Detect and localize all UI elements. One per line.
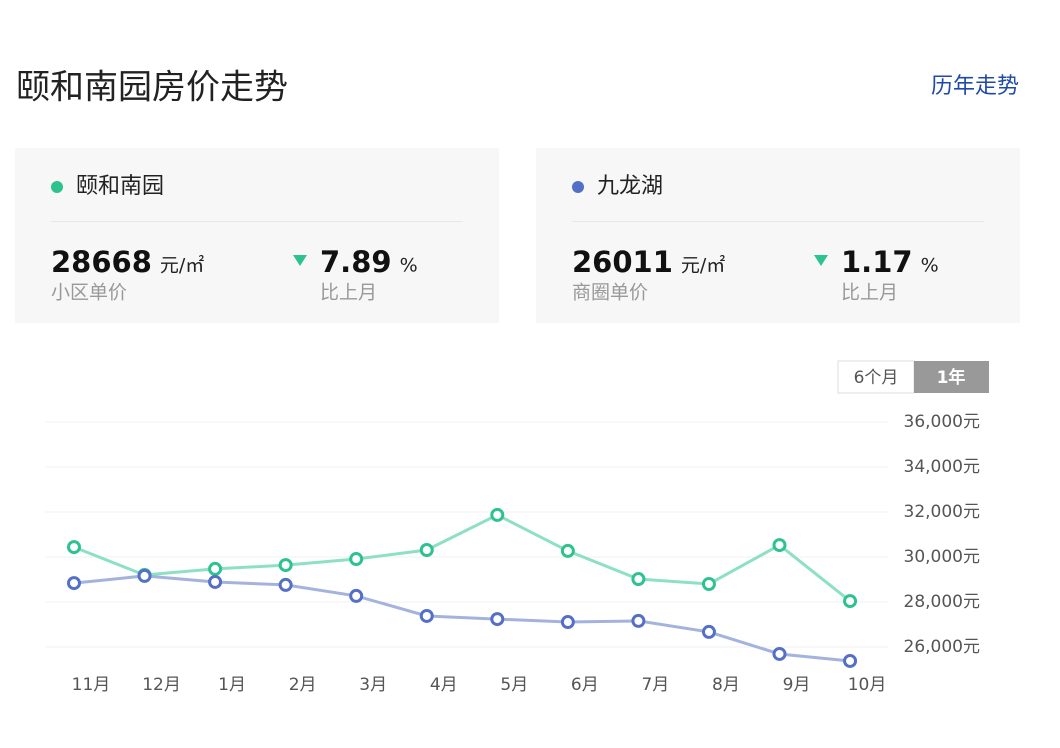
page-title: 颐和南园房价走势 — [16, 68, 288, 108]
price: 28668 — [51, 245, 152, 279]
toggle-label[interactable]: 1年 — [937, 367, 966, 388]
price-label: 商圈单价 — [572, 282, 648, 304]
point — [419, 543, 434, 558]
point — [278, 577, 293, 592]
point — [631, 572, 646, 587]
y-tick-label: 26,000元 — [904, 637, 980, 657]
x-tick-label: 1月 — [218, 675, 246, 695]
card — [15, 148, 499, 323]
legend-dot — [572, 181, 584, 193]
history-link[interactable]: 历年走势 — [931, 74, 1019, 99]
x-tick-label: 7月 — [641, 675, 669, 695]
point — [349, 552, 364, 567]
point — [560, 543, 575, 558]
change-unit: % — [921, 255, 939, 277]
series-line — [73, 513, 851, 603]
down-arrow — [293, 255, 307, 266]
point — [349, 588, 364, 603]
y-tick-label: 30,000元 — [904, 547, 980, 567]
point — [701, 577, 716, 591]
x-tick-label: 11月 — [72, 675, 111, 695]
y-tick-label: 34,000元 — [904, 457, 980, 477]
card-name: 颐和南园 — [76, 174, 164, 199]
series-line — [73, 574, 851, 663]
point — [631, 613, 646, 628]
card — [536, 148, 1020, 323]
toggle-label[interactable]: 6个月 — [854, 368, 899, 388]
y-tick-label: 36,000元 — [904, 412, 980, 432]
point — [772, 646, 787, 661]
price: 26011 — [572, 245, 673, 279]
change-label: 比上月 — [841, 282, 898, 304]
x-tick-label: 4月 — [430, 675, 458, 695]
y-tick-label: 28,000元 — [904, 592, 980, 612]
x-tick-label: 9月 — [783, 675, 811, 695]
point — [772, 538, 787, 553]
point — [137, 568, 152, 583]
point — [490, 612, 505, 627]
x-tick-label: 6月 — [571, 675, 599, 695]
change-label: 比上月 — [320, 282, 377, 304]
down-arrow — [814, 255, 828, 266]
legend-dot — [51, 181, 63, 193]
x-tick-label: 12月 — [142, 675, 181, 695]
point — [843, 653, 858, 668]
card-name: 九龙湖 — [597, 174, 663, 199]
point — [560, 615, 575, 630]
x-tick-label: 3月 — [359, 675, 387, 695]
x-tick-label: 10月 — [848, 675, 887, 695]
point — [208, 574, 223, 589]
toggle-1y[interactable] — [914, 361, 989, 393]
point — [67, 576, 81, 591]
price-label: 小区单价 — [51, 282, 127, 304]
x-tick-label: 5月 — [500, 675, 528, 695]
point — [701, 624, 716, 639]
point — [67, 540, 81, 555]
change: 1.17 — [841, 245, 913, 279]
price-unit: 元/㎡ — [160, 254, 204, 277]
change-unit: % — [400, 255, 418, 277]
x-tick-label: 8月 — [712, 675, 740, 695]
x-tick-label: 2月 — [289, 675, 317, 695]
toggle-6m[interactable] — [837, 360, 915, 394]
price-unit: 元/㎡ — [681, 254, 725, 277]
point — [843, 594, 858, 609]
point — [490, 507, 505, 522]
point — [208, 561, 223, 576]
point — [278, 558, 293, 573]
change: 7.89 — [320, 245, 392, 279]
point — [419, 608, 434, 623]
y-tick-label: 32,000元 — [904, 502, 980, 522]
